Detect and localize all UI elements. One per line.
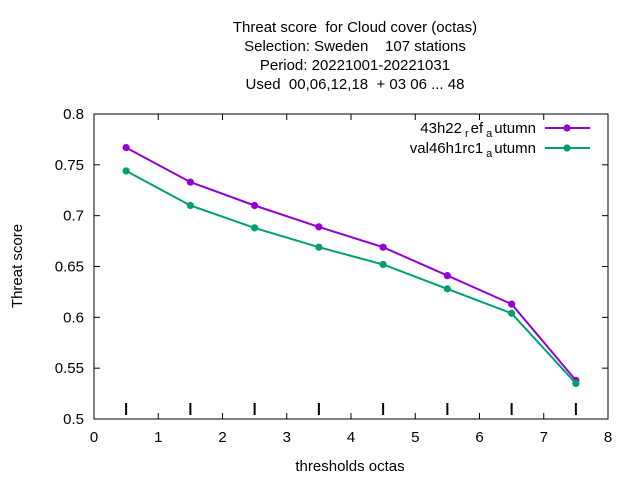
data-point [315, 223, 323, 231]
series-group [122, 143, 580, 388]
legend-label: val46h1rc1 a utumn [410, 140, 536, 160]
x-tick-label: 4 [347, 429, 355, 446]
y-tick-label: 0.6 [63, 309, 84, 326]
data-point [379, 260, 387, 269]
title-line: Used 00,06,12,18 + 03 06 ... 48 [246, 76, 465, 93]
data-point [186, 201, 194, 210]
y-tick-label: 0.55 [55, 360, 84, 377]
legend-text: 43h22 [420, 120, 462, 137]
x-tick-label: 1 [154, 429, 162, 446]
y-axis: 0.5 0.55 0.6 0.65 0.7 0.75 0.8 [55, 106, 608, 428]
x-axis: 0 1 2 3 4 5 6 7 8 [90, 114, 612, 446]
x-tick-label: 6 [475, 429, 483, 446]
plot-frame [93, 113, 609, 420]
y-axis-label: Threat score [9, 224, 26, 308]
data-point [572, 379, 580, 388]
legend-marker [563, 144, 571, 152]
legend-subscript: r [465, 128, 469, 140]
x-axis-label: thresholds octas [295, 458, 404, 475]
x-tick-label: 7 [540, 429, 548, 446]
title-line: Period: 20221001-20221031 [260, 57, 450, 74]
data-point [508, 309, 516, 317]
data-point [508, 300, 516, 308]
series-line-1 [125, 170, 577, 385]
y-tick-label: 0.5 [63, 411, 84, 428]
legend-subscript: a [486, 148, 493, 160]
legend-text: ef [471, 120, 484, 137]
data-point [251, 224, 259, 232]
y-tick-label: 0.8 [63, 106, 84, 123]
title-line: Selection: Sweden 107 stations [244, 38, 466, 55]
x-tick-label: 0 [90, 429, 98, 446]
legend-text: utumn [494, 140, 536, 157]
legend-text: utumn [494, 120, 536, 137]
data-point [443, 272, 451, 280]
series-line-0 [125, 146, 577, 382]
y-tick-label: 0.65 [55, 259, 84, 276]
x-tick-label: 3 [283, 429, 291, 446]
legend-subscript: a [486, 128, 493, 140]
chart-title: Threat score for Cloud cover (octas) Sele… [233, 19, 477, 93]
data-point [186, 178, 194, 186]
data-point [122, 167, 130, 175]
data-point [443, 285, 451, 293]
legend-text: val46h1rc1 [410, 140, 483, 157]
legend-label: 43h22 r ef a utumn [420, 120, 536, 140]
x-tick-label: 8 [604, 429, 612, 446]
title-line: Threat score for Cloud cover (octas) [233, 19, 477, 36]
data-point [122, 143, 130, 152]
data-point [315, 243, 323, 251]
y-tick-label: 0.75 [55, 157, 84, 174]
data-point [251, 201, 259, 210]
data-point [379, 243, 387, 251]
threshold-markers [125, 403, 577, 415]
legend-marker [563, 124, 571, 132]
x-tick-label: 2 [218, 429, 226, 446]
y-tick-label: 0.7 [63, 208, 84, 225]
x-tick-label: 5 [411, 429, 419, 446]
